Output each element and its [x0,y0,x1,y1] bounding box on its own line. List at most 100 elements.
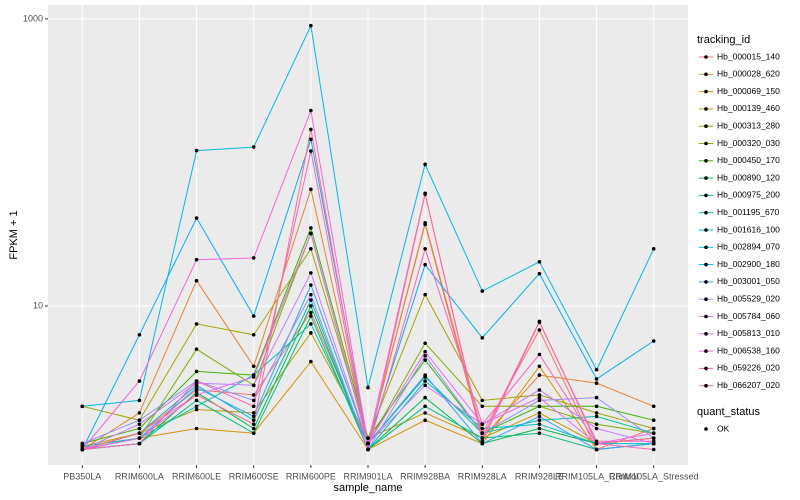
data-point [309,127,313,132]
data-point [537,352,542,357]
legend-key-point [704,349,708,353]
data-point [537,398,542,403]
data-point [480,336,485,340]
data-point [251,404,256,409]
y-axis-title: FPKM + 1 [8,210,20,259]
legend-key-point [704,228,708,232]
x-tick-label: RRIM600LE [172,471,221,481]
legend-key-point [704,366,708,371]
data-point [480,439,485,444]
legend-label: Hb_000313_280 [717,120,780,130]
legend-label: Hb_059226_020 [717,363,780,373]
data-point [651,426,656,431]
point-legend-label: OK [717,423,730,433]
data-point [194,390,199,395]
data-point [423,383,427,388]
data-point [594,377,599,381]
data-point [194,407,199,412]
data-point [537,388,542,392]
legend-key-point [704,383,708,388]
data-point [309,314,313,318]
data-point [537,404,542,409]
data-point [480,422,485,427]
data-point [309,322,313,326]
data-point [194,257,199,262]
data-point [309,331,313,335]
data-point [251,393,256,397]
data-point [537,426,542,431]
x-tick-label: RRIM600LA [115,471,164,481]
legend-key-point [704,176,708,180]
data-point [194,379,199,383]
x-tick-label: PB350LA [63,471,101,481]
data-point [651,418,656,423]
data-point [366,447,370,452]
legend-label: Hb_005529_020 [717,293,780,303]
x-tick-label: RRIM600PE [286,471,336,481]
data-point [194,404,199,409]
data-point [423,373,427,377]
data-point [651,447,656,452]
data-point [194,148,199,153]
legend-key-point [704,193,708,198]
data-point [309,271,313,275]
data-point [137,431,142,435]
legend-label: Hb_000320_030 [717,138,780,148]
data-point [309,149,313,153]
point-legend-title: quant_status [697,406,760,418]
legend-label: Hb_000139_460 [717,103,780,113]
data-point [594,411,599,415]
data-point [423,379,427,383]
legend-label: Hb_000069_150 [717,86,780,96]
x-axis-title: sample_name [333,482,402,494]
legend-key-point [704,314,708,319]
data-point [251,383,256,388]
legend-label: Hb_005813_010 [717,328,780,338]
data-point [309,247,313,251]
data-point [309,298,313,302]
data-point [137,441,142,446]
data-point [251,256,256,260]
data-point [137,332,142,337]
data-point [309,283,313,287]
data-point [423,411,427,415]
data-point [537,422,542,427]
legend-label: Hb_002894_070 [717,242,780,252]
data-point [137,422,142,427]
legend-label: Hb_000890_120 [717,172,780,182]
data-point [651,436,656,440]
data-point [537,395,542,400]
data-point [137,398,142,403]
data-point [537,328,542,332]
data-point [537,431,542,435]
data-point [309,304,313,308]
data-point [80,444,85,449]
legend-key-point [704,107,708,111]
x-tick-label: RRIM901LA [343,471,392,481]
data-point [423,162,427,167]
x-tick-label: RRIM928LA [458,471,507,481]
data-point [423,404,427,409]
data-point [423,341,427,346]
data-point [137,379,142,383]
data-point [309,187,313,192]
data-point [423,358,427,362]
data-point [537,418,542,423]
legend-key-point [704,55,708,59]
legend-title: tracking_id [697,34,750,46]
data-point [423,418,427,423]
data-point [594,441,599,446]
data-point [537,373,542,377]
data-point [480,436,485,440]
data-point [594,447,599,452]
data-point [251,398,256,403]
legend-key-point [704,210,708,215]
legend-label: Hb_002900_180 [717,259,780,269]
data-point [423,247,427,251]
data-point [651,431,656,435]
data-point [251,145,256,149]
data-point [251,375,256,379]
x-tick-label: RRIM600SE [229,471,279,481]
data-point [309,226,313,230]
